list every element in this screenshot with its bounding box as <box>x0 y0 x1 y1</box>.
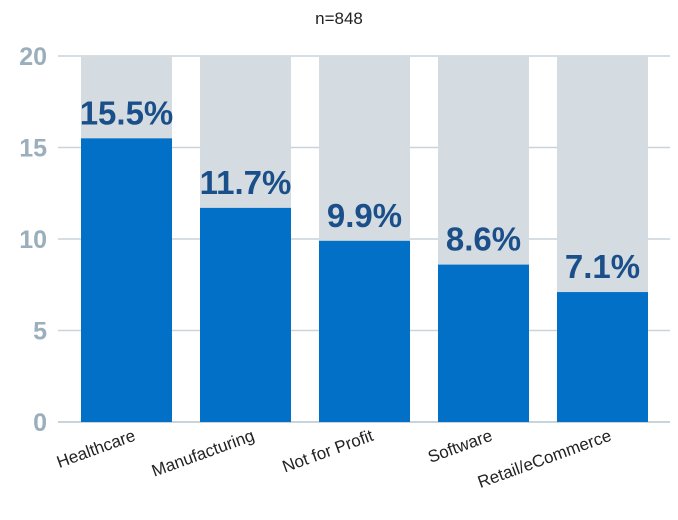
x-tick-label: Not for Profit <box>280 426 376 477</box>
y-tick-label: 15 <box>19 135 47 163</box>
data-labels: 15.5% 11.7% 9.9% 8.6% 7.1% <box>80 94 640 285</box>
y-axis-ticks: 0 5 10 15 20 <box>19 43 47 437</box>
data-label: 9.9% <box>327 197 402 234</box>
x-tick-label: Retail/eCommerce <box>475 426 614 492</box>
x-tick-label: Software <box>425 426 495 467</box>
data-label: 11.7% <box>200 164 292 201</box>
data-label: 8.6% <box>446 221 521 258</box>
y-tick-label: 0 <box>33 409 47 437</box>
bar <box>81 138 172 422</box>
bar <box>319 240 410 422</box>
chart-subtitle: n=848 <box>315 9 363 28</box>
bars <box>81 138 648 422</box>
bar <box>557 292 648 422</box>
y-tick-label: 20 <box>19 43 47 71</box>
data-label: 15.5% <box>80 94 174 131</box>
x-tick-label: Healthcare <box>54 426 138 472</box>
x-tick-label: Manufacturing <box>149 426 257 481</box>
x-axis-ticks: Healthcare Manufacturing Not for Profit Sof… <box>54 426 614 492</box>
bar <box>200 207 291 422</box>
y-tick-label: 5 <box>33 318 47 346</box>
data-label: 7.1% <box>565 248 640 285</box>
bar <box>438 264 529 422</box>
y-tick-label: 10 <box>19 226 47 254</box>
